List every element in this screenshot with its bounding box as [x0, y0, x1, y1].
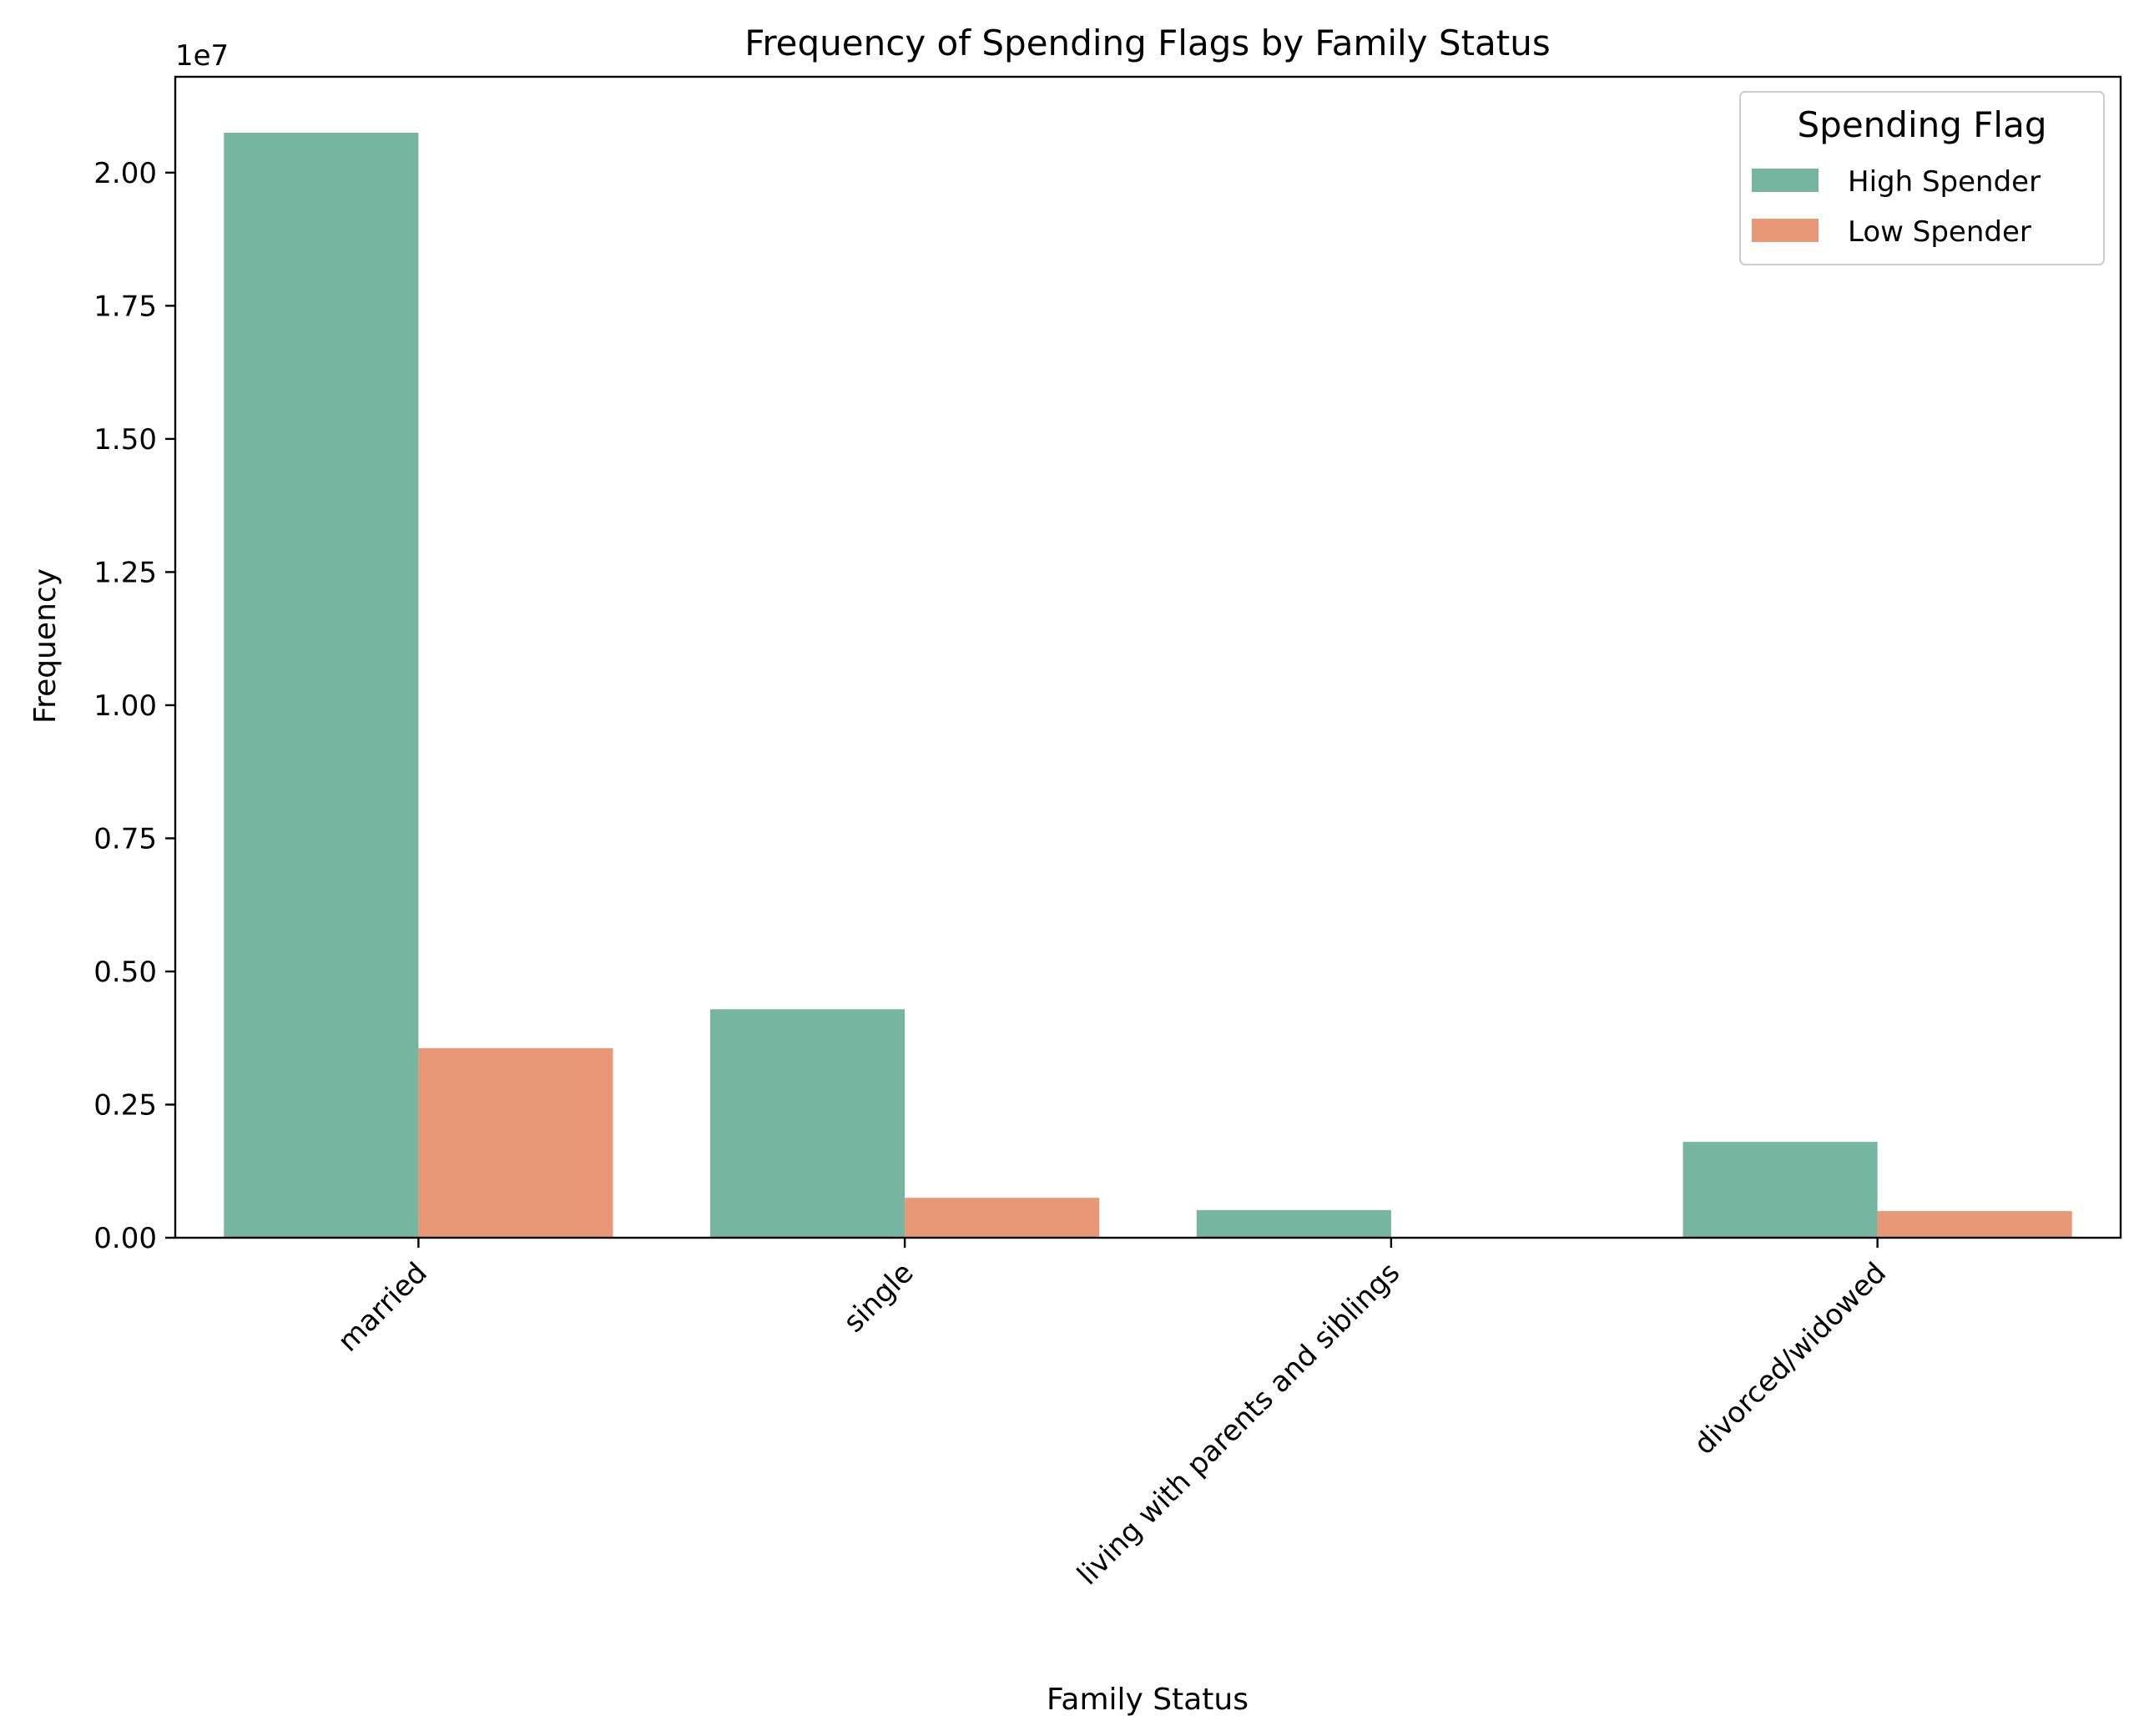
legend-label-low-spender: Low Spender	[1848, 215, 2031, 249]
y-tick-label: 0.75	[93, 822, 157, 855]
y-tick-label: 1.75	[93, 290, 157, 323]
bar-low-spender-divorced-widowed	[1877, 1211, 2072, 1238]
bars-layer	[224, 132, 2072, 1239]
y-tick-label: 0.50	[93, 956, 157, 989]
bar-high-spender-divorced-widowed	[1682, 1142, 1878, 1238]
y-tick-label: 1.25	[93, 556, 157, 589]
y-axis: 0.00 0.25 0.50 0.75 1.00 1.25 1.50 1.75 2.00	[93, 157, 175, 1255]
y-axis-label: Frequency	[28, 568, 63, 724]
x-tick-label-living-with-parents-and-siblings: living with parents and siblings	[1071, 1256, 1406, 1592]
legend: Spending Flag High Spender Low Spender	[1739, 91, 2105, 265]
x-tick-label-divorced-widowed: divorced/widowed	[1687, 1256, 1893, 1461]
bar-high-spender-single	[710, 1009, 906, 1238]
legend-swatch-low-spender	[1752, 219, 1819, 242]
legend-title: Spending Flag	[1798, 104, 2047, 145]
y-axis-offset-label: 1e7	[175, 39, 229, 73]
y-tick-label: 0.00	[93, 1222, 157, 1255]
y-tick-label: 2.00	[93, 157, 157, 190]
bar-low-spender-single	[905, 1198, 1100, 1238]
bar-low-spender-married	[418, 1047, 613, 1238]
y-tick-label: 1.50	[93, 423, 157, 457]
chart-title: Frequency of Spending Flags by Family St…	[744, 23, 1551, 63]
legend-label-high-spender: High Spender	[1848, 165, 2041, 199]
legend-box	[1739, 91, 2105, 265]
x-axis: married single living with parents and sib…	[331, 1238, 1893, 1592]
x-axis-label: Family Status	[1047, 1683, 1249, 1717]
y-tick-label: 0.25	[93, 1088, 157, 1122]
bar-high-spender-living-with-parents-and-siblings	[1196, 1209, 1391, 1238]
bar-high-spender-married	[224, 132, 419, 1239]
plot-frame	[174, 75, 2122, 1239]
legend-swatch-high-spender	[1752, 169, 1819, 192]
x-tick-label-married: married	[331, 1256, 434, 1359]
x-tick-label-single: single	[837, 1256, 920, 1339]
y-tick-label: 1.00	[93, 689, 157, 723]
